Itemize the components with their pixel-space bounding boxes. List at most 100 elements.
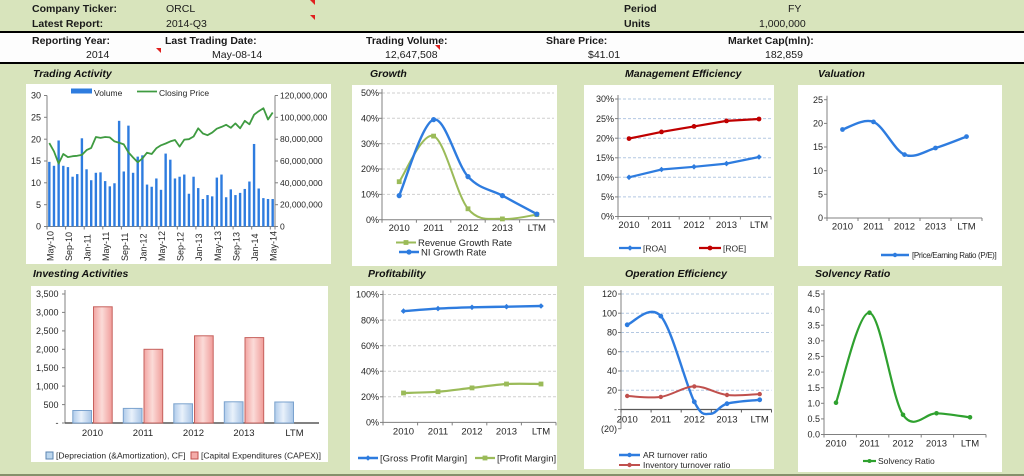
svg-text:25%: 25% [596, 114, 614, 124]
svg-text:2012: 2012 [894, 222, 915, 233]
svg-text:100: 100 [602, 308, 617, 318]
svg-text:2013: 2013 [716, 415, 737, 426]
svg-text:Inventory turnover ratio: Inventory turnover ratio [643, 460, 731, 469]
svg-text:20%: 20% [361, 392, 379, 402]
svg-text:May-12: May-12 [157, 231, 167, 261]
svg-text:0: 0 [36, 222, 41, 232]
svg-text:2012: 2012 [684, 415, 705, 426]
svg-text:20%: 20% [361, 164, 379, 174]
svg-text:LTM: LTM [957, 222, 975, 233]
svg-text:25: 25 [31, 113, 41, 123]
svg-text:2013: 2013 [716, 220, 737, 231]
svg-text:2011: 2011 [651, 415, 671, 426]
svg-text:20: 20 [607, 385, 617, 395]
svg-text:1.5: 1.5 [807, 383, 820, 393]
svg-text:0%: 0% [366, 215, 379, 225]
svg-text:2011: 2011 [863, 222, 883, 233]
svg-text:2013: 2013 [492, 223, 513, 234]
svg-text:40,000,000: 40,000,000 [280, 178, 323, 188]
svg-text:Revenue Growth Rate: Revenue Growth Rate [418, 238, 512, 249]
svg-text:25: 25 [813, 95, 823, 105]
svg-text:4.0: 4.0 [807, 305, 820, 315]
svg-text:3,000: 3,000 [36, 308, 59, 318]
svg-text:Sep-12: Sep-12 [176, 232, 186, 261]
svg-text:0%: 0% [601, 212, 614, 222]
svg-text:2,000: 2,000 [36, 345, 59, 355]
svg-text:Solvency Ratio: Solvency Ratio [878, 456, 935, 466]
svg-text:2,500: 2,500 [36, 326, 59, 336]
svg-text:5%: 5% [601, 192, 614, 202]
svg-text:May-10: May-10 [45, 231, 55, 261]
svg-text:-: - [614, 405, 617, 415]
svg-text:[Capital Expenditures (CAPEX)]: [Capital Expenditures (CAPEX)] [201, 451, 321, 461]
svg-text:120: 120 [602, 289, 617, 299]
svg-text:(20): (20) [601, 424, 617, 434]
svg-text:20%: 20% [596, 133, 614, 143]
svg-text:LTM: LTM [532, 426, 550, 437]
svg-text:2010: 2010 [393, 426, 414, 437]
svg-text:5: 5 [36, 200, 41, 210]
svg-text:2010: 2010 [618, 220, 639, 231]
svg-text:Jan-13: Jan-13 [194, 233, 204, 261]
svg-text:500: 500 [43, 400, 58, 410]
svg-text:[Price/Earning Ratio (P/E)]: [Price/Earning Ratio (P/E)] [912, 251, 996, 260]
svg-text:2012: 2012 [892, 439, 913, 450]
svg-text:1.0: 1.0 [807, 399, 820, 409]
svg-text:Jan-14: Jan-14 [250, 233, 260, 261]
svg-text:2012: 2012 [183, 428, 204, 439]
svg-text:60: 60 [607, 347, 617, 357]
svg-text:2011: 2011 [423, 223, 443, 234]
svg-text:2010: 2010 [825, 439, 846, 450]
svg-text:40%: 40% [361, 366, 379, 376]
svg-text:LTM: LTM [961, 439, 979, 450]
svg-text:2011: 2011 [133, 428, 153, 439]
svg-text:NI Growth Rate: NI Growth Rate [421, 248, 486, 259]
svg-text:3.5: 3.5 [807, 320, 820, 330]
svg-text:2013: 2013 [233, 428, 254, 439]
svg-text:LTM: LTM [285, 428, 303, 439]
svg-text:Jan-11: Jan-11 [83, 234, 93, 261]
svg-text:2012: 2012 [457, 223, 478, 234]
svg-text:2011: 2011 [428, 426, 448, 437]
svg-text:5: 5 [818, 190, 823, 200]
svg-text:May-13: May-13 [213, 231, 223, 261]
svg-text:10%: 10% [361, 190, 379, 200]
svg-text:15%: 15% [596, 153, 614, 163]
svg-text:[Profit Margin]: [Profit Margin] [497, 454, 556, 465]
svg-text:10: 10 [813, 166, 823, 176]
svg-text:100%: 100% [356, 290, 379, 300]
svg-text:0: 0 [280, 222, 285, 232]
svg-text:15: 15 [31, 156, 41, 166]
svg-text:Sep-13: Sep-13 [231, 232, 241, 261]
svg-text:20: 20 [31, 134, 41, 144]
svg-text:2012: 2012 [461, 426, 482, 437]
svg-text:Volume: Volume [94, 88, 123, 98]
svg-text:2012: 2012 [683, 220, 704, 231]
svg-text:Jan-12: Jan-12 [138, 233, 148, 261]
svg-text:May-14: May-14 [269, 231, 279, 261]
svg-text:Closing Price: Closing Price [159, 88, 209, 98]
svg-text:2.5: 2.5 [807, 352, 820, 362]
svg-text:2011: 2011 [651, 220, 671, 231]
svg-text:2010: 2010 [617, 415, 638, 426]
svg-text:15: 15 [813, 142, 823, 152]
svg-text:4.5: 4.5 [807, 289, 820, 299]
svg-text:LTM: LTM [751, 415, 769, 426]
svg-text:LTM: LTM [750, 220, 768, 231]
svg-text:120,000,000: 120,000,000 [280, 91, 328, 101]
svg-text:2013: 2013 [496, 426, 517, 437]
svg-text:80: 80 [607, 328, 617, 338]
svg-text:10: 10 [31, 178, 41, 188]
svg-text:30: 30 [31, 91, 41, 101]
svg-text:3,500: 3,500 [36, 289, 59, 299]
svg-text:10%: 10% [596, 173, 614, 183]
svg-text:1,000: 1,000 [36, 381, 59, 391]
svg-text:30%: 30% [361, 139, 379, 149]
svg-text:[Depreciation (&Amortization),: [Depreciation (&Amortization), CF] [56, 451, 185, 461]
svg-text:0.0: 0.0 [807, 430, 820, 440]
svg-text:Sep-10: Sep-10 [64, 232, 74, 261]
svg-text:0.5: 0.5 [807, 414, 820, 424]
svg-text:[ROA]: [ROA] [643, 244, 666, 254]
svg-text:0: 0 [818, 213, 823, 223]
svg-text:Sep-11: Sep-11 [120, 233, 130, 261]
